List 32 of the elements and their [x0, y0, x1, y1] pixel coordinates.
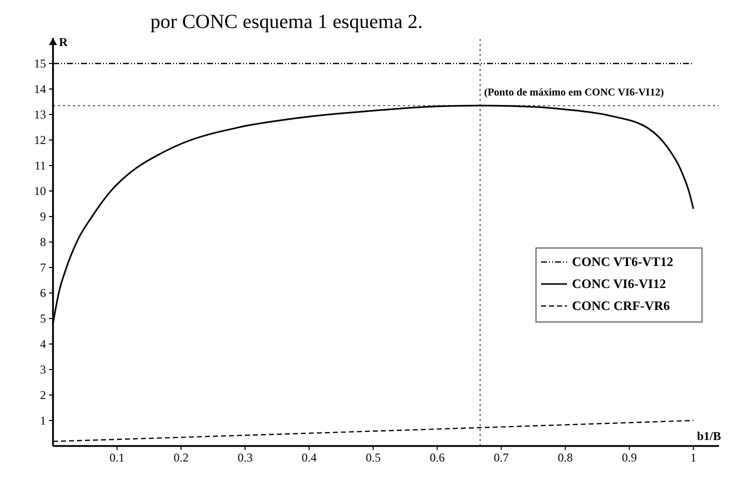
annotation: (Ponto de máximo em CONC VI6-VI12): [484, 88, 664, 99]
legend-label: CONC CRF-VR6: [572, 298, 670, 313]
legend-label: CONC VT6-VT12: [572, 254, 674, 269]
x-tick-label: 0.3: [238, 450, 253, 465]
legend-label: CONC VI6-VI12: [572, 276, 666, 291]
y-tick-label: 3: [40, 362, 46, 376]
y-tick-label: 12: [34, 132, 46, 147]
y-axis-title: R: [59, 35, 68, 49]
x-axis-title: b1/B: [696, 429, 721, 443]
x-tick-label: 0.4: [302, 450, 317, 465]
y-tick-label: 1: [40, 413, 46, 428]
x-tick-label: 0.6: [430, 450, 445, 465]
y-tick-label: 13: [34, 107, 46, 122]
y-tick-label: 8: [40, 234, 46, 249]
y-tick-label: 10: [34, 184, 46, 198]
x-tick-label: 0.2: [174, 450, 189, 465]
y-tick-label: 7: [40, 260, 46, 274]
x-tick-label: 0.9: [622, 450, 637, 465]
x-tick-label: 1: [690, 450, 696, 465]
y-tick-label: 11: [34, 158, 46, 172]
x-tick-label: 0.5: [366, 450, 381, 465]
x-tick-label: 0.1: [110, 450, 125, 465]
chart-title: por CONC esquema 1 esquema 2.: [150, 11, 423, 33]
y-tick-label: 15: [34, 56, 46, 70]
y-tick-label: 2: [40, 388, 46, 402]
y-tick-label: 5: [40, 311, 46, 326]
y-tick-label: 6: [40, 286, 46, 300]
y-tick-label: 4: [40, 336, 46, 351]
y-tick-label: 14: [34, 82, 46, 96]
y-tick-label: 9: [40, 209, 46, 224]
x-tick-label: 0.7: [494, 450, 509, 465]
x-tick-label: 0.8: [558, 450, 573, 465]
